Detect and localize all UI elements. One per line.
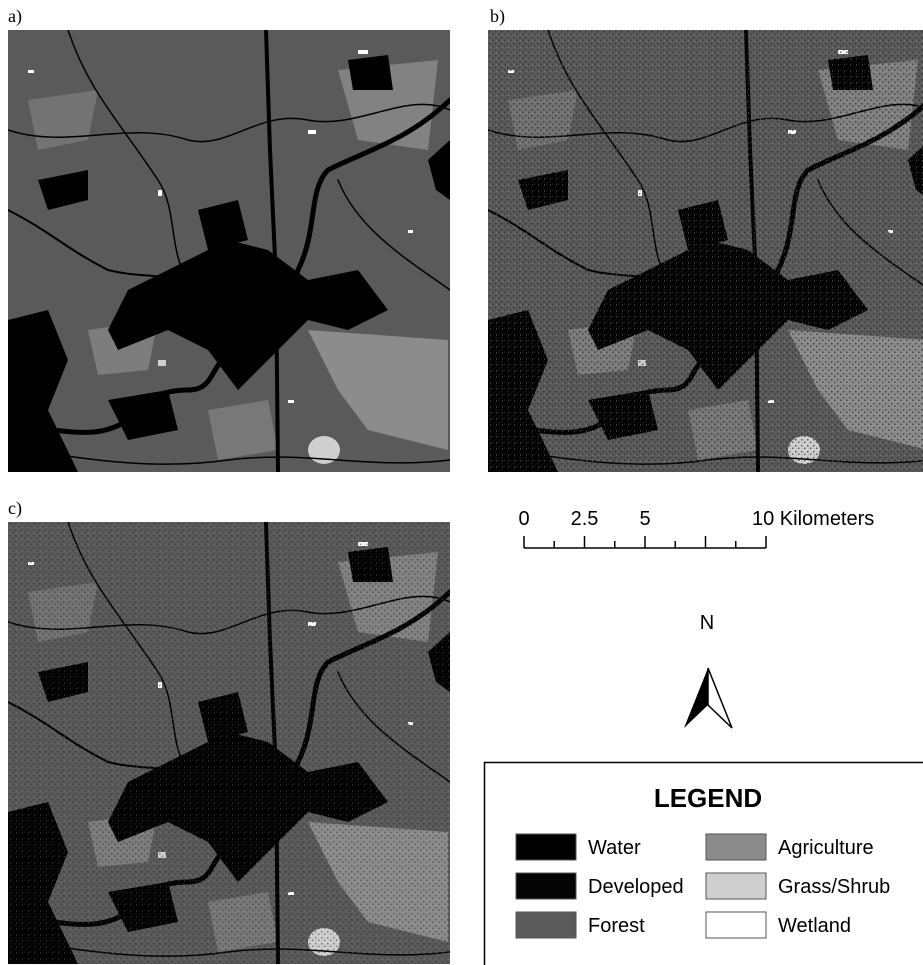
north-label: N [700,612,714,634]
scale-label: 5 [639,508,650,530]
panel-label: b) [490,6,505,27]
legend-label: Forest [588,915,645,937]
legend-swatch [516,873,576,899]
legend-swatch [706,873,766,899]
north-arrow [684,668,732,728]
legend-swatch [706,834,766,860]
map-panel [8,522,450,964]
panel-label: a) [8,6,22,27]
figure: a) b) c) 0 2.5 5 10 Kilometers N LEGEND Wat… [0,0,923,965]
map-panel [488,30,923,472]
panel-label: c) [8,498,22,519]
legend-label: Water [588,837,641,859]
legend-swatch [706,912,766,938]
legend-label: Developed [588,876,684,898]
map-panel [8,30,450,472]
legend-label: Grass/Shrub [778,876,890,898]
legend-label: Agriculture [778,837,874,859]
legend-swatch [516,912,576,938]
legend-title: LEGEND [654,783,762,813]
scale-bar: 0 2.5 5 10 Kilometers [518,508,874,548]
page: a) b) c) 0 2.5 5 10 Kilometers N LEGEND Wat… [0,0,923,965]
scale-label: 10 Kilometers [752,508,874,530]
legend-swatch [516,834,576,860]
scale-label: 0 [518,508,529,530]
legend-label: Wetland [778,915,851,937]
scale-label: 2.5 [571,508,599,530]
